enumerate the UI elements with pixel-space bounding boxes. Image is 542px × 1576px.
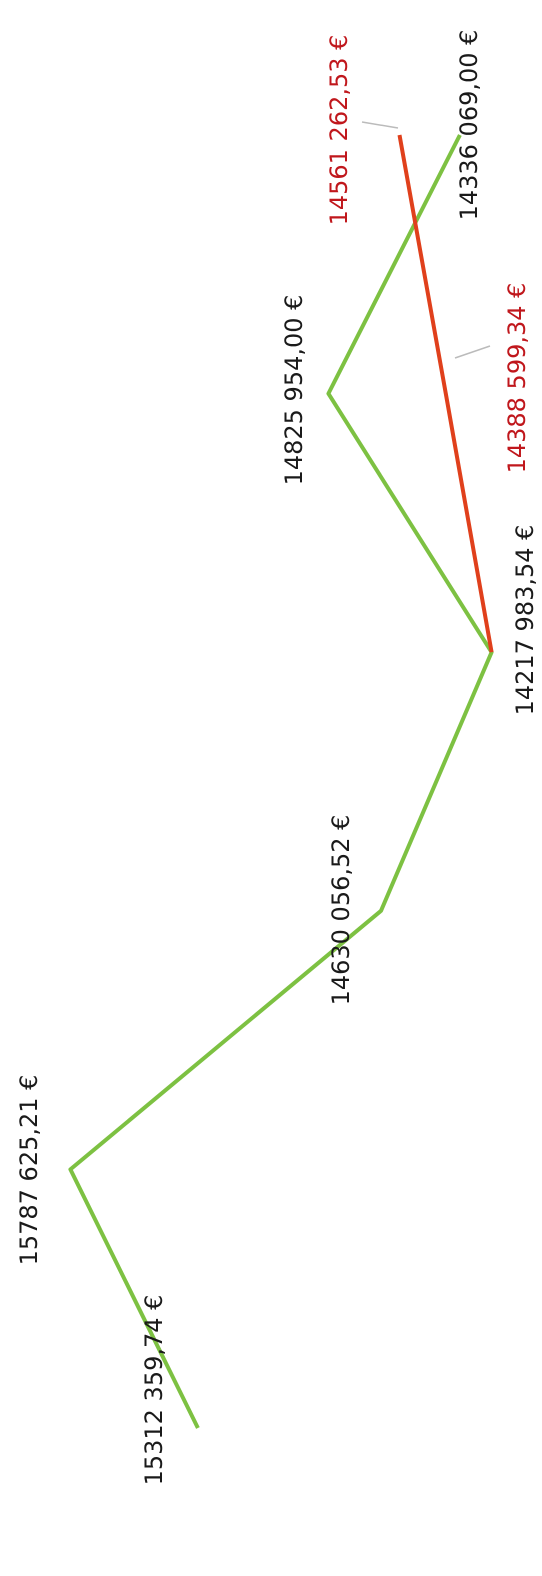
data-label: 14217 983,54 €	[511, 525, 539, 716]
data-label: 15787 625,21 €	[15, 1075, 43, 1266]
data-label: 14561 262,53 €	[325, 35, 353, 226]
data-label: 14630 056,52 €	[327, 815, 355, 1006]
line-series	[68, 134, 494, 1429]
data-label: 14388 599,34 €	[503, 283, 531, 474]
data-label: 14825 954,00 €	[280, 295, 308, 486]
leader-line	[454, 345, 491, 359]
leader-line	[361, 121, 399, 129]
data-label: 15312 359,74 €	[140, 1295, 168, 1486]
line-series	[397, 134, 494, 653]
data-label: 14336 069,00 €	[455, 30, 483, 221]
